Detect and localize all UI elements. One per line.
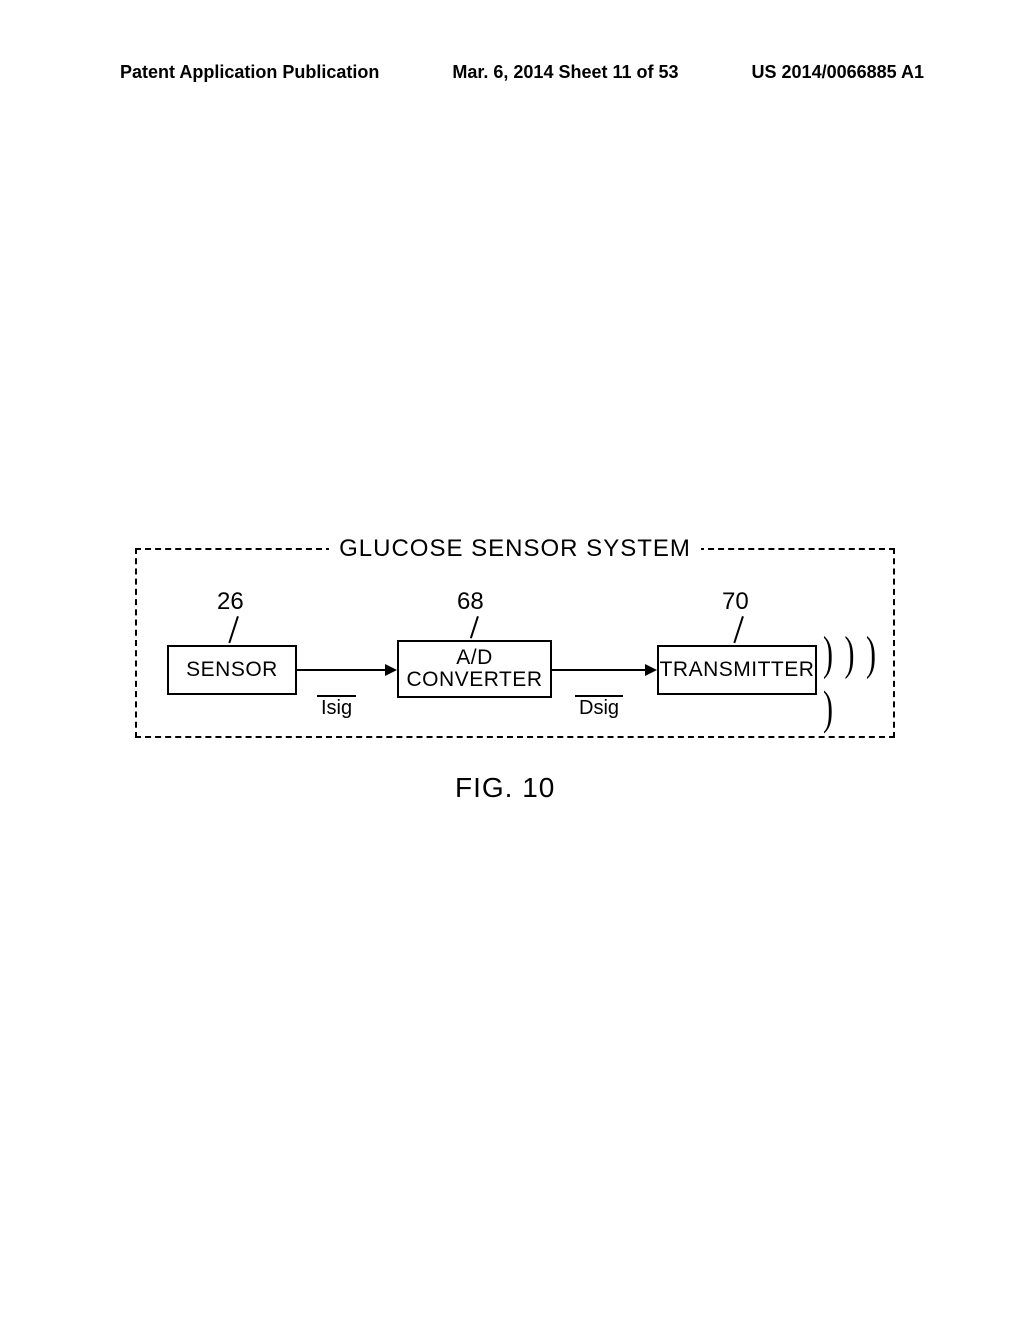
arrow-converter-to-transmitter: [552, 669, 647, 671]
arrow-head-1: [385, 664, 397, 676]
converter-block: A/D CONVERTER: [397, 640, 552, 698]
isig-label: Isig: [317, 695, 356, 720]
arrow-sensor-to-converter: [297, 669, 387, 671]
radio-waves-icon: ) ) ) ): [823, 628, 893, 737]
transmitter-label: TRANSMITTER: [660, 658, 815, 682]
publication-number: US 2014/0066885 A1: [752, 62, 924, 83]
transmitter-leader-line: [733, 616, 744, 643]
sensor-block: SENSOR: [167, 645, 297, 695]
arrow-head-2: [645, 664, 657, 676]
dsig-label: Dsig: [575, 695, 623, 720]
sensor-label: SENSOR: [186, 658, 278, 682]
transmitter-ref-number: 70: [722, 588, 749, 616]
glucose-sensor-system-box: GLUCOSE SENSOR SYSTEM SENSOR 26 Isig A/D…: [135, 548, 895, 738]
converter-label-line1: A/D: [456, 647, 493, 669]
publication-text: Patent Application Publication: [120, 62, 379, 83]
transmitter-block: TRANSMITTER: [657, 645, 817, 695]
system-title-wrap: GLUCOSE SENSOR SYSTEM: [137, 535, 893, 563]
figure-caption: FIG. 10: [455, 772, 555, 804]
sensor-ref-number: 26: [217, 588, 244, 616]
converter-label-line2: CONVERTER: [407, 669, 543, 691]
converter-leader-line: [470, 616, 479, 638]
converter-ref-number: 68: [457, 588, 484, 616]
sensor-leader-line: [228, 616, 239, 643]
system-title: GLUCOSE SENSOR SYSTEM: [329, 535, 701, 562]
date-sheet-text: Mar. 6, 2014 Sheet 11 of 53: [452, 62, 678, 83]
page-header: Patent Application Publication Mar. 6, 2…: [120, 62, 924, 83]
